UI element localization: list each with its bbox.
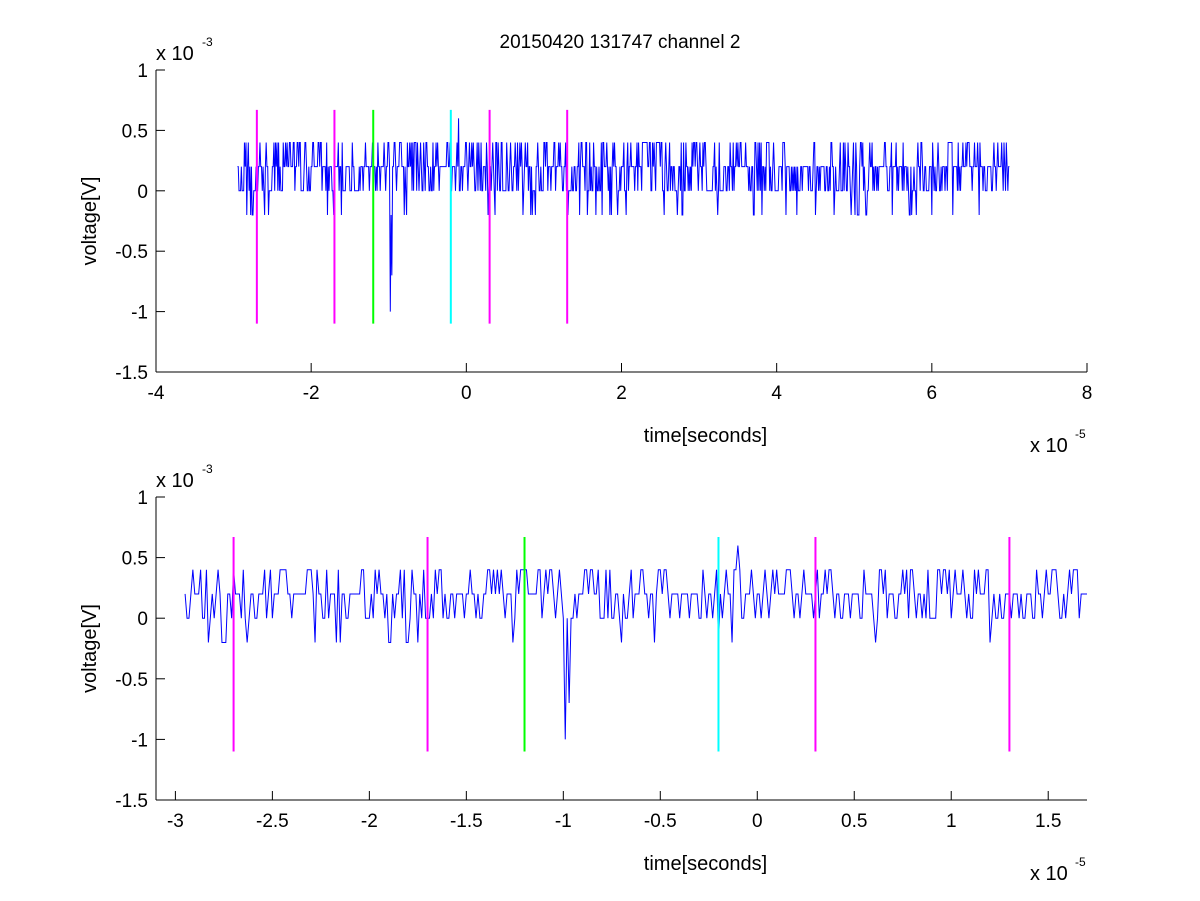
- y-tick-label: 0: [137, 609, 148, 630]
- y-tick-label: 0.5: [122, 549, 148, 570]
- x-axis-label: time[seconds]: [644, 853, 767, 875]
- x-tick-label: -2: [303, 383, 320, 404]
- x-tick-label: -3: [167, 811, 184, 832]
- figure-title: 20150420 131747 channel 2: [500, 32, 741, 53]
- y-tick-label: 1: [137, 61, 148, 82]
- y-tick-label: -1.5: [115, 791, 148, 812]
- x-tick-label: 0.5: [841, 811, 867, 832]
- signal-trace: [184, 545, 1087, 740]
- x-tick-label: 0: [461, 383, 472, 404]
- y-tick-label: 0: [137, 182, 148, 203]
- y-scale-exponent: x 10: [156, 470, 194, 492]
- x-axis-label: time[seconds]: [644, 425, 767, 447]
- x-tick-label: 4: [771, 383, 782, 404]
- x-tick-label: 1.5: [1035, 811, 1061, 832]
- x-scale-exponent: x 10: [1030, 435, 1068, 457]
- x-tick-label: -0.5: [644, 811, 677, 832]
- y-scale-exponent-power: -3: [202, 35, 213, 49]
- x-scale-exponent: x 10: [1030, 863, 1068, 885]
- y-tick-label: -1: [131, 303, 148, 324]
- x-tick-label: 1: [946, 811, 957, 832]
- x-tick-label: 8: [1082, 383, 1093, 404]
- y-tick-label: -0.5: [115, 670, 148, 691]
- top-plot: -4 -2 0 2 4 6 8 -1.5 -1 -0.5 0 0.5 1 time[seconds] vol…: [79, 35, 1092, 457]
- y-scale-exponent-power: -3: [202, 462, 213, 476]
- y-axis-label: voltage[V]: [79, 177, 101, 266]
- bottom-plot: -3 -2.5 -2 -1.5 -1 -0.5 0 0.5 1 1.5 -1.5 -1 -0.5 0 0.5…: [79, 462, 1087, 885]
- y-tick-label: -1.5: [115, 363, 148, 384]
- x-tick-label: 6: [927, 383, 938, 404]
- y-tick-label: -0.5: [115, 242, 148, 263]
- y-tick-label: 0.5: [122, 121, 148, 142]
- signal-trace: [237, 118, 1010, 312]
- x-tick-label: 0: [752, 811, 763, 832]
- y-scale-exponent: x 10: [156, 43, 194, 65]
- x-scale-exponent-power: -5: [1075, 427, 1086, 441]
- x-tick-label: -4: [148, 383, 165, 404]
- y-axis-label: voltage[V]: [79, 604, 101, 693]
- y-tick-label: -1: [131, 730, 148, 751]
- x-scale-exponent-power: -5: [1075, 855, 1086, 869]
- x-tick-label: -2.5: [256, 811, 289, 832]
- x-tick-label: -1.5: [450, 811, 483, 832]
- x-tick-label: -1: [555, 811, 572, 832]
- x-tick-label: 2: [616, 383, 627, 404]
- x-tick-label: -2: [361, 811, 378, 832]
- y-tick-label: 1: [137, 488, 148, 509]
